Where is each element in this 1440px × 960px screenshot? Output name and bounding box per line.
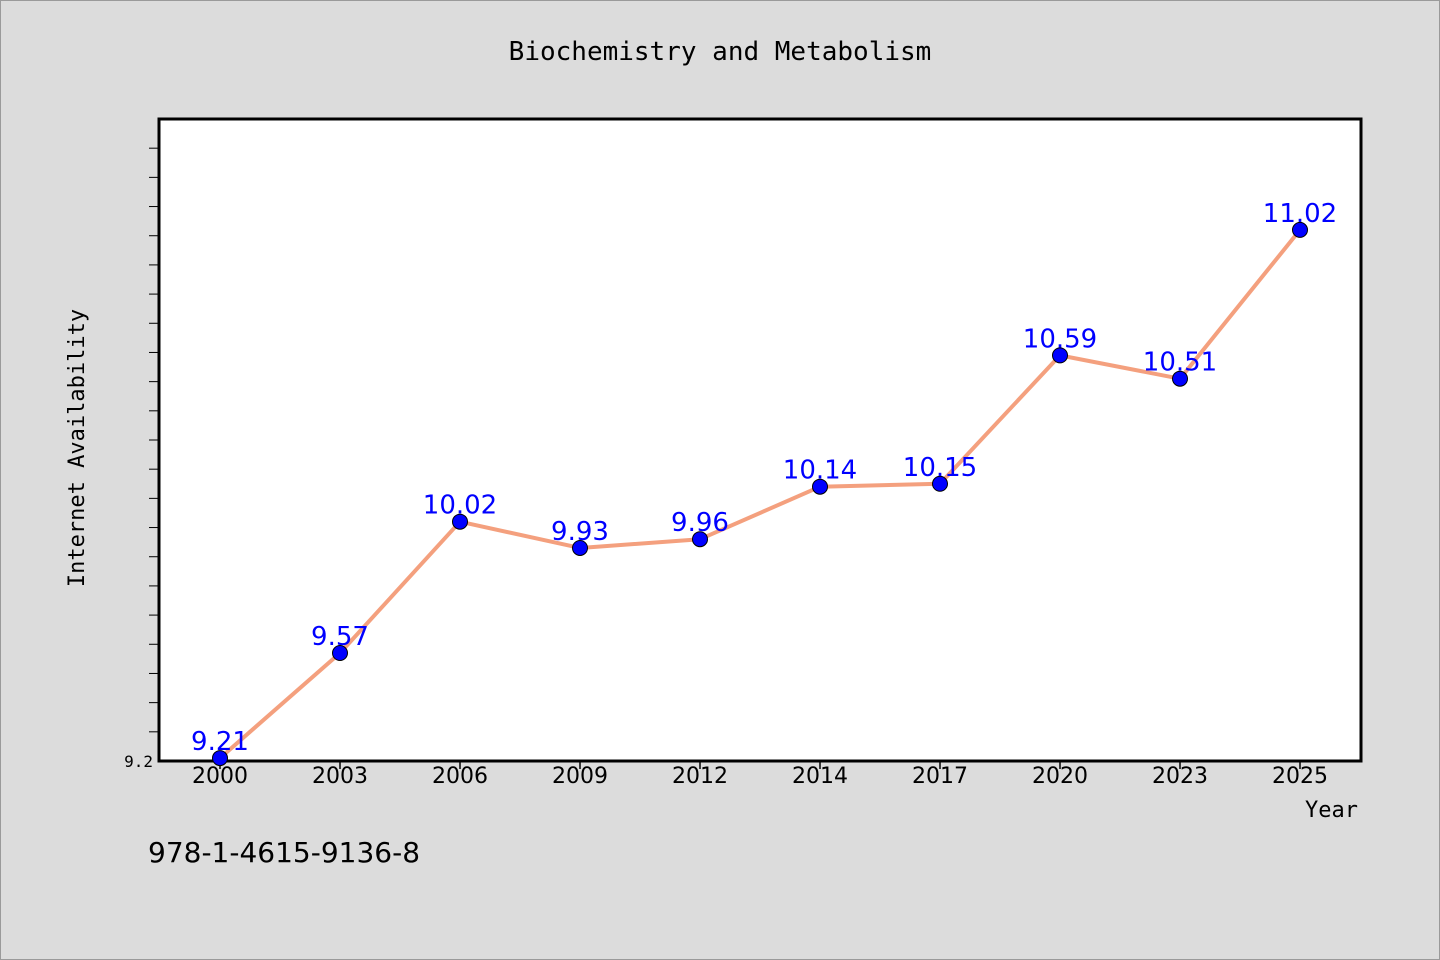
- x-axis-tick-labels: 2000 2003 2006 2009 2012 2014 2017 2020 2023 2025: [192, 764, 1328, 789]
- plot-area: [157, 117, 1363, 763]
- x-tick-label: 2000: [192, 764, 248, 789]
- data-label: 9.21: [191, 727, 249, 757]
- x-tick-label: 2012: [672, 764, 728, 789]
- data-label: 10.02: [423, 491, 497, 521]
- data-point: [1292, 221, 1308, 238]
- y-axis-tick-labels: 9.2: [124, 752, 153, 771]
- data-point: [812, 478, 828, 495]
- isbn-footer: 978-1-4615-9136-8: [148, 836, 420, 869]
- data-point: [332, 645, 348, 662]
- y-axis-label: Internet Availability: [65, 309, 90, 587]
- data-label: 10.59: [1023, 324, 1097, 354]
- series-markers: [212, 221, 1308, 767]
- data-point: [1172, 370, 1188, 387]
- x-axis-label: Year: [1305, 798, 1358, 823]
- data-label: 9.93: [551, 517, 609, 547]
- x-tick-label: 2025: [1272, 764, 1328, 789]
- data-label: 10.51: [1143, 348, 1217, 378]
- data-labels: 9.21 9.57 10.02 9.93 9.96 10.14 10.15 10.59 10.5…: [191, 199, 1337, 757]
- data-label: 10.15: [903, 453, 977, 483]
- x-tick-label: 2009: [552, 764, 608, 789]
- data-point: [692, 531, 708, 548]
- data-label: 10.14: [783, 456, 857, 486]
- x-tick-label: 2006: [432, 764, 488, 789]
- x-tick-label: 2023: [1152, 764, 1208, 789]
- series-line: [218, 228, 1302, 760]
- chart-title: Biochemistry and Metabolism: [509, 37, 932, 67]
- data-label: 9.96: [671, 508, 729, 538]
- data-label: 9.57: [311, 622, 369, 652]
- data-point: [452, 513, 468, 530]
- y-minor-ticks: [149, 147, 159, 733]
- data-point: [932, 475, 948, 492]
- x-tick-label: 2017: [912, 764, 968, 789]
- x-tick-label: 2003: [312, 764, 368, 789]
- y-tick-label: 9.2: [124, 752, 153, 771]
- data-label: 11.02: [1263, 199, 1337, 229]
- x-tick-label: 2020: [1032, 764, 1088, 789]
- data-point: [212, 750, 228, 767]
- data-point: [572, 539, 588, 556]
- x-tick-label: 2014: [792, 764, 848, 789]
- series-lines: [218, 228, 1302, 760]
- data-point: [1052, 347, 1068, 364]
